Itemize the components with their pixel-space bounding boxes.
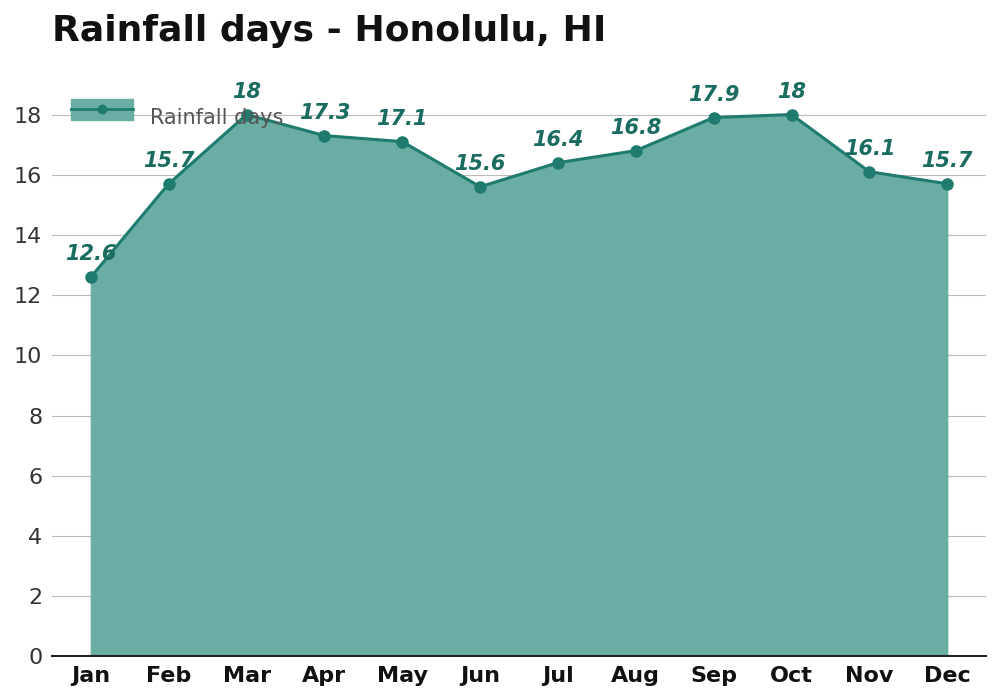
Legend: Rainfall days: Rainfall days xyxy=(62,97,292,136)
Text: 16.4: 16.4 xyxy=(532,130,584,150)
Text: 15.7: 15.7 xyxy=(143,151,194,171)
Text: Rainfall days - Honolulu, HI: Rainfall days - Honolulu, HI xyxy=(52,14,606,48)
Text: 18: 18 xyxy=(232,82,261,102)
Text: 18: 18 xyxy=(777,82,806,102)
Text: 15.7: 15.7 xyxy=(922,151,973,171)
Text: 16.8: 16.8 xyxy=(610,118,662,138)
Text: 12.6: 12.6 xyxy=(65,244,117,265)
Text: 17.1: 17.1 xyxy=(377,109,428,129)
Text: 17.3: 17.3 xyxy=(299,103,350,123)
Text: 17.9: 17.9 xyxy=(688,85,739,105)
Text: 15.6: 15.6 xyxy=(454,154,506,174)
Text: 16.1: 16.1 xyxy=(844,139,895,159)
